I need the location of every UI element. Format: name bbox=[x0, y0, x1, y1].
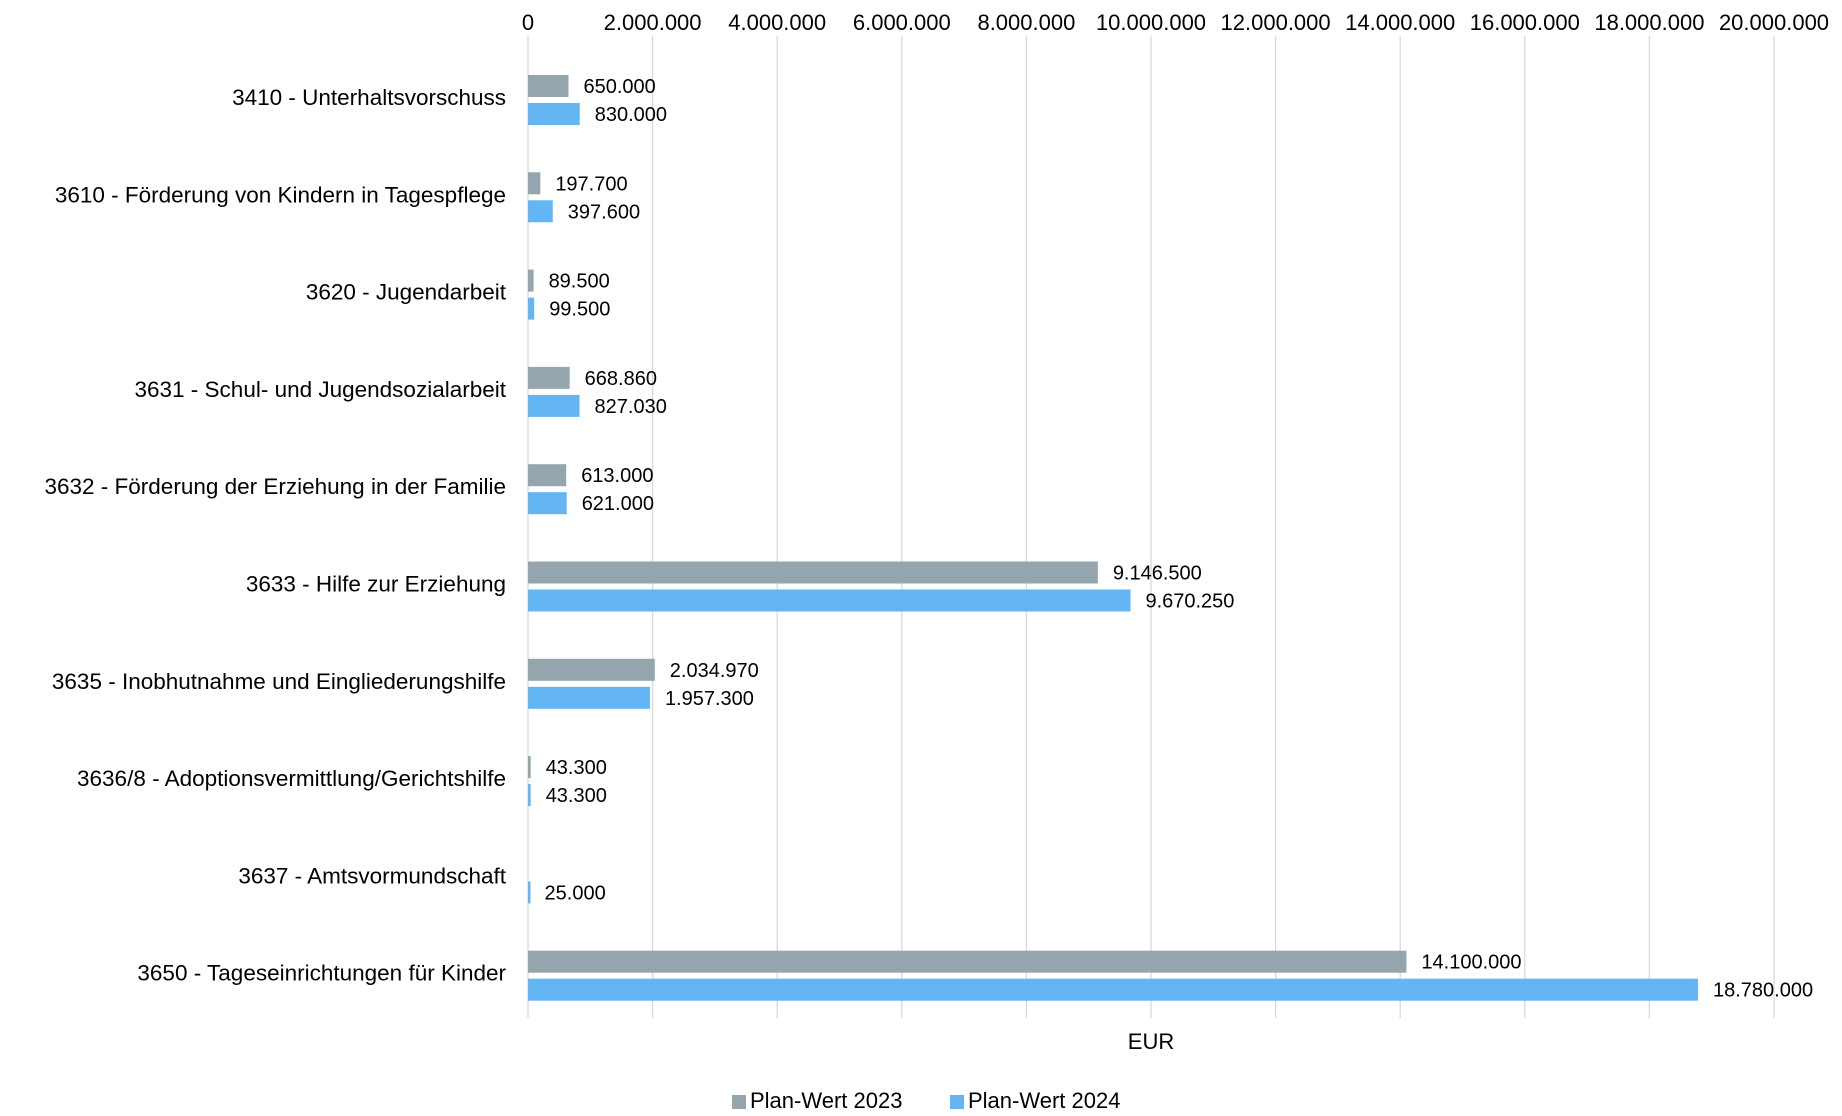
x-tick-label: 6.000.000 bbox=[853, 10, 951, 35]
legend-label: Plan-Wert 2023 bbox=[750, 1088, 902, 1113]
category-label: 3631 - Schul- und Jugendsozialarbeit bbox=[135, 377, 507, 402]
data-label: 9.146.500 bbox=[1113, 563, 1202, 585]
data-label: 43.300 bbox=[546, 785, 607, 807]
data-label: 43.300 bbox=[546, 757, 607, 779]
bar-2023 bbox=[528, 269, 534, 292]
data-label: 9.670.250 bbox=[1145, 591, 1234, 613]
data-label: 2.034.970 bbox=[670, 660, 759, 682]
bar-2024 bbox=[528, 200, 553, 223]
legend-label: Plan-Wert 2024 bbox=[968, 1088, 1120, 1113]
data-label: 1.957.300 bbox=[665, 688, 754, 710]
category-label: 3636/8 - Adoptionsvermittlung/Gerichtshi… bbox=[77, 766, 506, 791]
category-label: 3637 - Amtsvormundschaft bbox=[238, 863, 506, 888]
x-tick-label: 14.000.000 bbox=[1345, 10, 1455, 35]
category-label: 3620 - Jugendarbeit bbox=[306, 280, 507, 305]
x-tick-label: 20.000.000 bbox=[1719, 10, 1829, 35]
bar-2023 bbox=[528, 464, 567, 487]
bar-2023 bbox=[528, 950, 1407, 973]
category-label: 3633 - Hilfe zur Erziehung bbox=[246, 572, 506, 597]
bar-2024 bbox=[528, 103, 580, 125]
legend-swatch-2024 bbox=[950, 1095, 964, 1109]
bar-2024 bbox=[528, 492, 567, 515]
category-label: 3650 - Tageseinrichtungen für Kinder bbox=[137, 961, 506, 986]
category-label: 3610 - Förderung von Kindern in Tagespfl… bbox=[55, 182, 506, 207]
bar-2024 bbox=[528, 589, 1131, 612]
bar-2023 bbox=[528, 366, 570, 389]
data-label: 14.100.000 bbox=[1421, 952, 1521, 974]
x-tick-label: 12.000.000 bbox=[1221, 10, 1331, 35]
bar-2024 bbox=[528, 978, 1698, 1001]
legend-swatch-2023 bbox=[732, 1095, 746, 1109]
data-label: 397.600 bbox=[568, 201, 640, 223]
category-label: 3410 - Unterhaltsvorschuss bbox=[232, 85, 506, 110]
x-axis-title: EUR bbox=[1128, 1029, 1174, 1054]
bar-2024 bbox=[528, 686, 650, 709]
data-label: 830.000 bbox=[595, 104, 667, 126]
x-tick-label: 4.000.000 bbox=[728, 10, 826, 35]
bar-2024 bbox=[528, 881, 531, 904]
bar-2023 bbox=[528, 172, 541, 195]
x-tick-label: 8.000.000 bbox=[977, 10, 1075, 35]
bar-2023 bbox=[528, 756, 531, 779]
data-label: 613.000 bbox=[581, 465, 653, 487]
bar-2024 bbox=[528, 784, 531, 807]
category-label: 3635 - Inobhutnahme und Eingliederungshi… bbox=[52, 669, 506, 694]
data-label: 99.500 bbox=[549, 299, 610, 321]
data-label: 827.030 bbox=[595, 396, 667, 418]
data-label: 197.700 bbox=[555, 173, 627, 195]
data-label: 25.000 bbox=[545, 882, 606, 904]
x-tick-label: 2.000.000 bbox=[604, 10, 702, 35]
data-label: 18.780.000 bbox=[1713, 980, 1813, 1002]
bar-2024 bbox=[528, 297, 535, 320]
bar-2023 bbox=[528, 75, 569, 97]
category-label: 3632 - Förderung der Erziehung in der Fa… bbox=[45, 474, 507, 499]
data-label: 650.000 bbox=[583, 76, 655, 98]
data-label: 621.000 bbox=[582, 493, 654, 515]
data-label: 89.500 bbox=[549, 271, 610, 293]
x-tick-label: 10.000.000 bbox=[1096, 10, 1206, 35]
x-tick-label: 16.000.000 bbox=[1470, 10, 1580, 35]
x-tick-label: 18.000.000 bbox=[1594, 10, 1704, 35]
x-tick-label: 0 bbox=[522, 10, 534, 35]
data-label: 668.860 bbox=[585, 368, 657, 390]
bar-2024 bbox=[528, 394, 580, 417]
bar-2023 bbox=[528, 658, 655, 681]
bar-2023 bbox=[528, 561, 1098, 584]
